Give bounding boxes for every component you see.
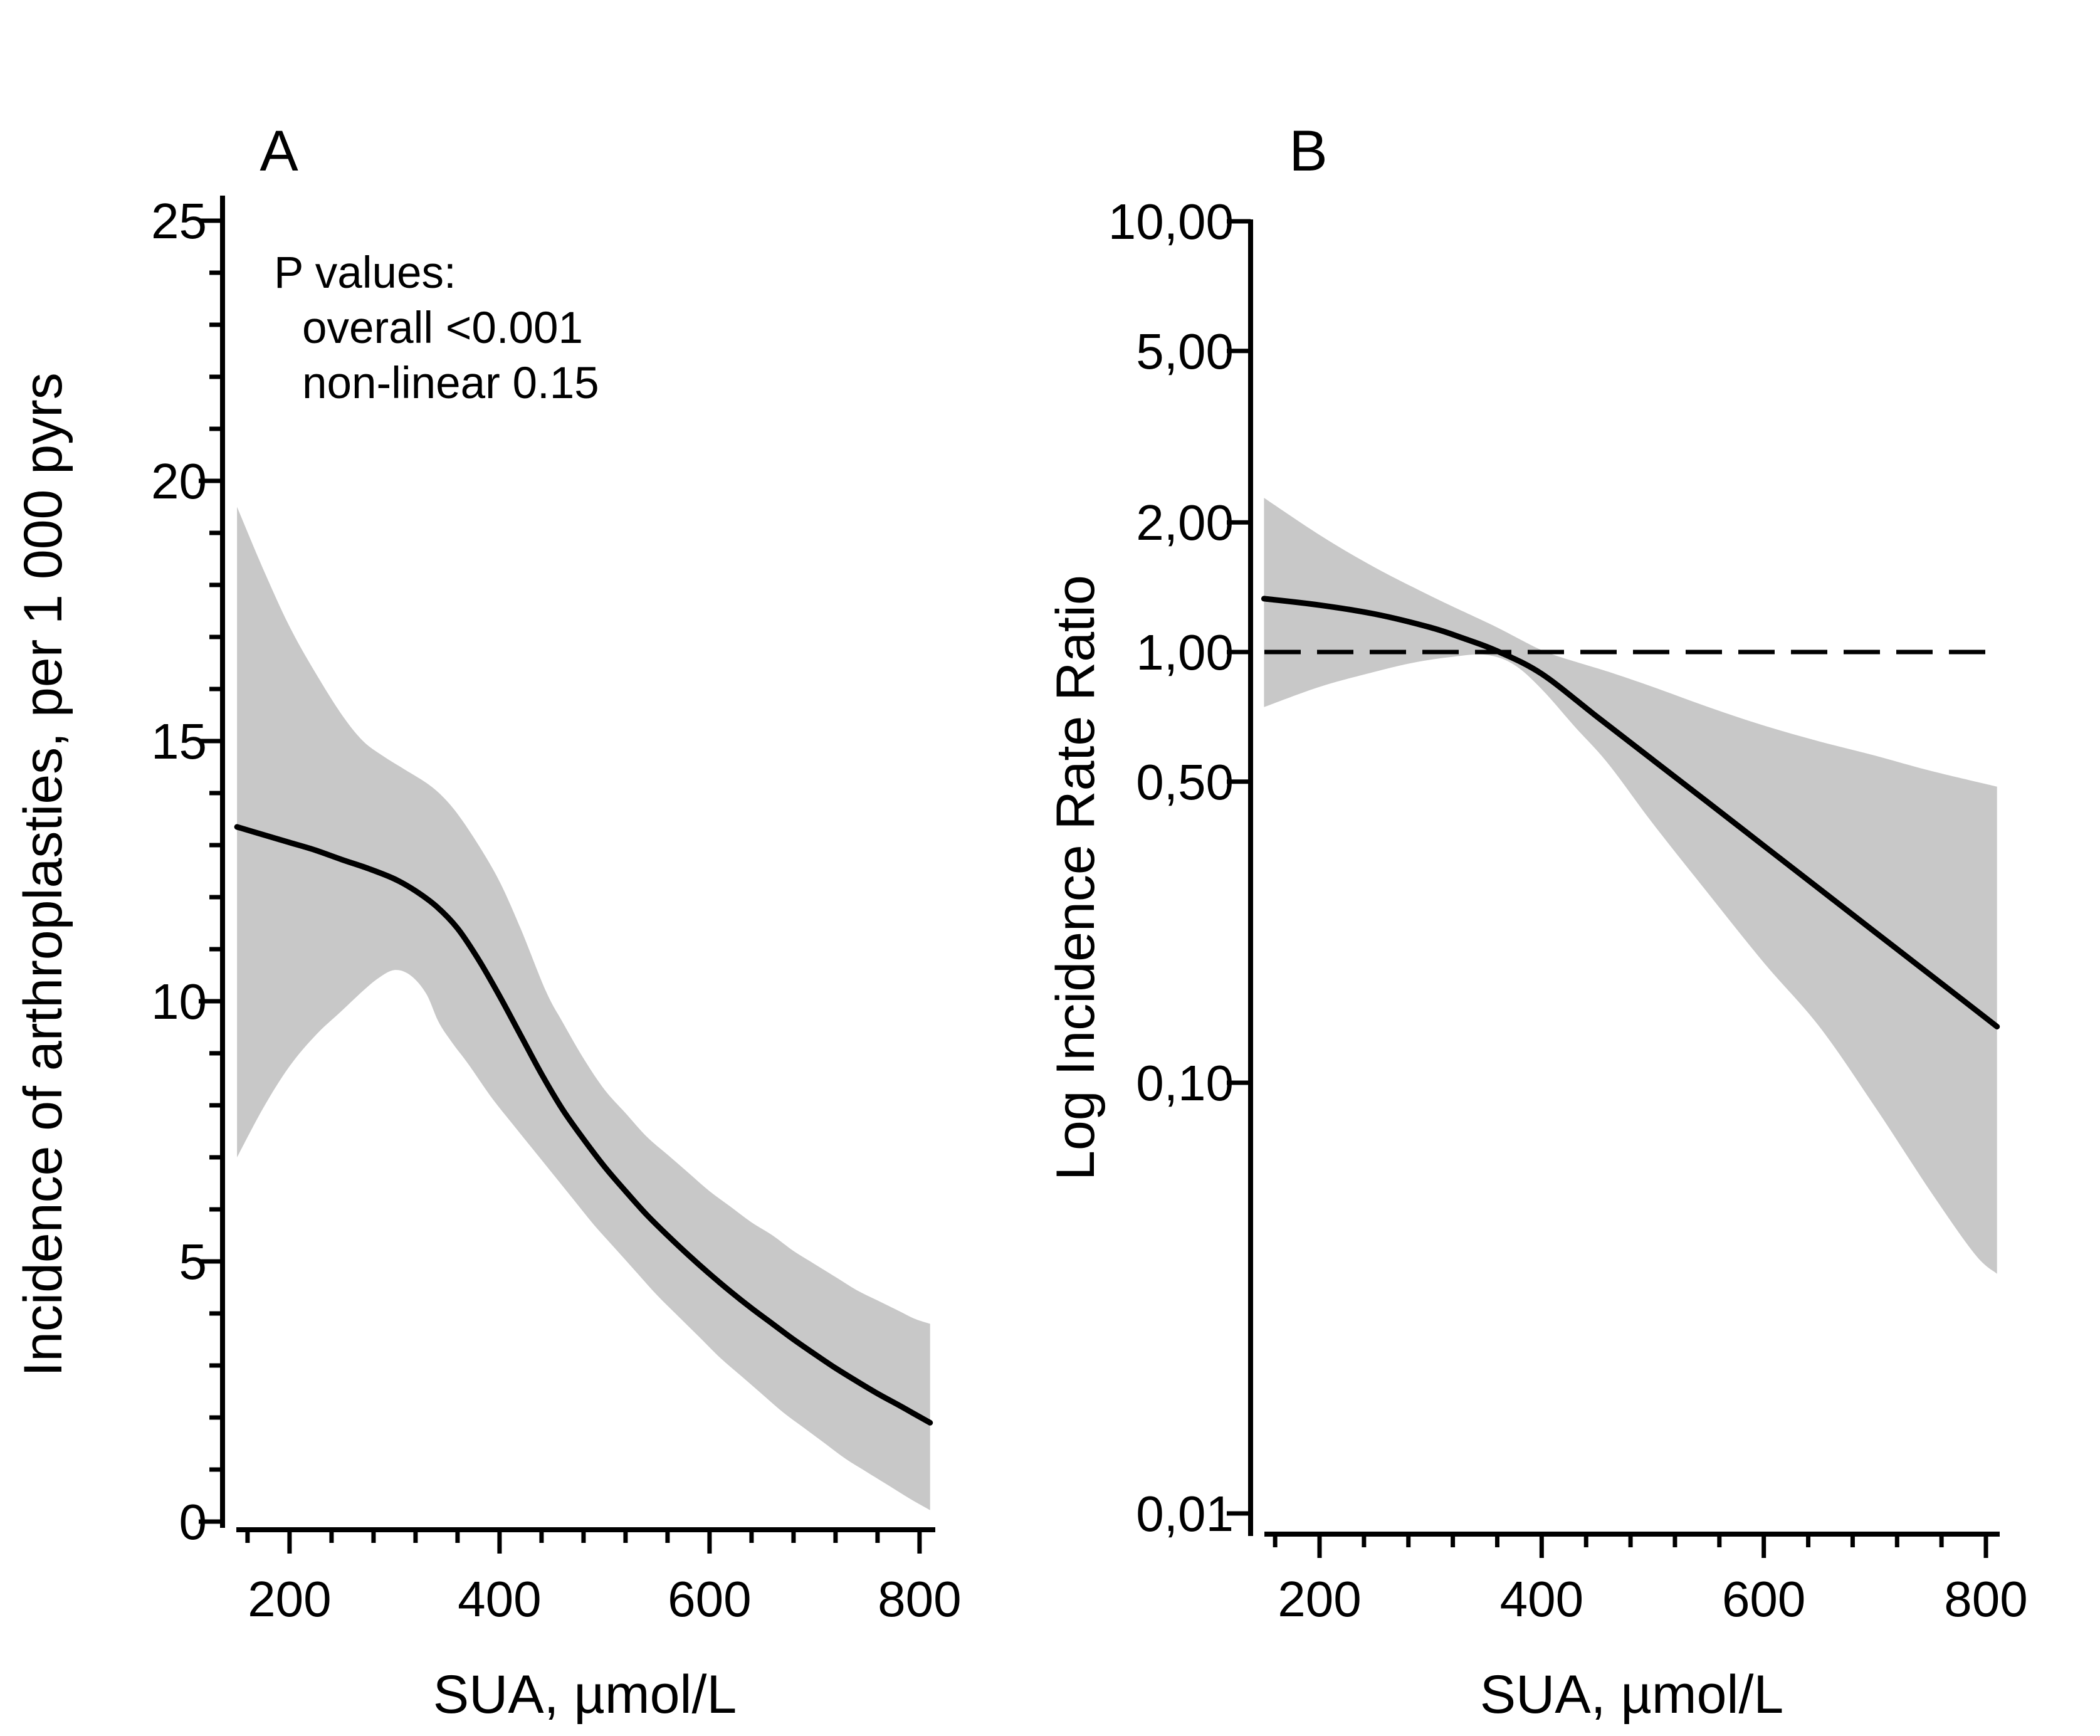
panel-a-confidence-band-layer xyxy=(237,507,930,1510)
panel-a-curve-layer xyxy=(234,824,933,1426)
panel-a-y-tick-label: 0 xyxy=(179,1494,207,1550)
panel-a-confidence-band xyxy=(237,507,930,1510)
panel-b-x-tick-label: 800 xyxy=(1944,1571,2027,1627)
panel-a-axes-layer xyxy=(199,196,935,1554)
panel-a-incidence_spline xyxy=(234,824,933,1426)
panel-b-y-tick-label: 5,00 xyxy=(1136,324,1234,379)
panel-a-y-tick-label: 25 xyxy=(151,193,207,249)
panel-a-x-axis-title: SUA, µmol/L xyxy=(433,1665,737,1725)
panel-b-irr_spline xyxy=(1261,596,2000,1029)
panel-a-pvalue-nonlinear: non-linear 0.15 xyxy=(302,359,599,408)
panel-a-x-tick-label: 800 xyxy=(878,1571,961,1627)
panel-b-y-tick-label: 0,50 xyxy=(1136,754,1234,810)
panel-b-y-axis-title: Log Incidence Rate Ratio xyxy=(1046,575,1106,1181)
panel-b-y-tick-label: 1,00 xyxy=(1136,624,1234,680)
panel-b-x-tick-label: 200 xyxy=(1278,1571,1361,1627)
panel-b-y-tick-label: 2,00 xyxy=(1136,495,1234,550)
panel-a-x-tick-label: 400 xyxy=(458,1571,541,1627)
panel-b-y-tick-label: 0,01 xyxy=(1136,1486,1234,1542)
panel-a-x-tick-label: 200 xyxy=(248,1571,331,1627)
panel-b-x-axis-title: SUA, µmol/L xyxy=(1480,1665,1783,1725)
panel-a-y-tick-label: 15 xyxy=(151,713,207,769)
panel-a: 0 5 10 15 20 25 200 400 600 800 A P values: overa… xyxy=(13,119,962,1725)
panel-a-letter: A xyxy=(260,119,298,183)
panel-b-axes-layer xyxy=(1227,219,2000,1558)
panel-a-tick-label-layer: 0 5 10 15 20 25 200 400 600 800 xyxy=(151,193,962,1627)
panel-b-curve-layer xyxy=(1261,596,2000,1029)
panel-b-letter: B xyxy=(1289,119,1327,183)
panel-a-y-axis-title: Incidence of arthroplasties, per 1 000 p… xyxy=(13,372,73,1376)
panel-a-pvalue-overall: overall <0.001 xyxy=(302,303,583,353)
panel-b-x-tick-label: 600 xyxy=(1722,1571,1805,1627)
panel-b: 10,00 5,00 2,00 1,00 0,50 0,10 0,01 200 400 600 80… xyxy=(1046,119,2028,1725)
panel-b-confidence-band xyxy=(1264,498,1997,1274)
panel-a-pvalues-heading: P values: xyxy=(274,248,456,298)
panel-b-y-tick-label: 0,10 xyxy=(1136,1055,1234,1111)
panel-a-x-tick-label: 600 xyxy=(668,1571,751,1627)
panel-a-y-tick-label: 5 xyxy=(179,1234,207,1290)
panel-b-tick-label-layer: 10,00 5,00 2,00 1,00 0,50 0,10 0,01 200 400 600 80… xyxy=(1108,194,2028,1627)
panel-b-x-tick-label: 400 xyxy=(1500,1571,1583,1627)
panel-a-y-tick-label: 10 xyxy=(151,974,207,1029)
panel-a-y-tick-label: 20 xyxy=(151,453,207,509)
panel-b-confidence-band-layer xyxy=(1264,498,1997,1274)
panel-b-y-tick-label: 10,00 xyxy=(1108,194,1234,250)
